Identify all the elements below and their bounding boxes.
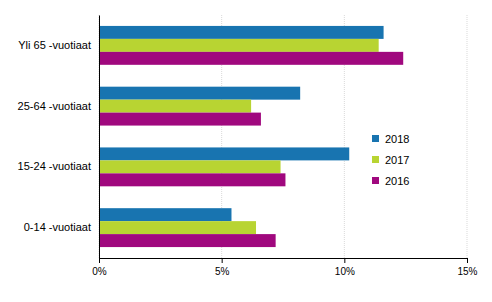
legend-swatch bbox=[372, 135, 379, 142]
legend-label: 2016 bbox=[385, 175, 409, 187]
grid-line bbox=[467, 15, 468, 258]
bar bbox=[99, 100, 251, 113]
bar bbox=[99, 87, 300, 100]
tick: 0% bbox=[92, 258, 107, 277]
tick-label: 25-64 -vuotiaat bbox=[18, 100, 91, 112]
legend: 2018 2017 2016 bbox=[372, 133, 409, 187]
tick: Yli 65 -vuotiaat bbox=[18, 39, 99, 51]
legend-swatch bbox=[372, 156, 379, 163]
tick: 25-64 -vuotiaat bbox=[18, 100, 99, 112]
chart: 0% 5% 10% 15% Yli 65 -vuotiaat 25-64 -vuotiaa… bbox=[0, 0, 492, 302]
legend-swatch bbox=[372, 177, 379, 184]
bars bbox=[99, 26, 403, 247]
tick-label: Yli 65 -vuotiaat bbox=[18, 39, 91, 51]
bar bbox=[99, 26, 384, 39]
tick: 15% bbox=[457, 258, 477, 277]
bar bbox=[99, 208, 231, 221]
tick-label: 15-24 -vuotiaat bbox=[18, 160, 91, 172]
axis-line bbox=[99, 16, 100, 259]
tick-label: 0-14 -vuotiaat bbox=[24, 221, 91, 233]
plot: 0% 5% 10% 15% Yli 65 -vuotiaat 25-64 -vuotiaa… bbox=[18, 15, 478, 277]
bar bbox=[99, 113, 261, 126]
tick-mark bbox=[99, 258, 100, 263]
x-axis: 0% 5% 10% 15% bbox=[92, 258, 477, 277]
legend-item: 2017 bbox=[372, 154, 409, 166]
bar bbox=[99, 160, 281, 173]
legend-label: 2018 bbox=[385, 133, 409, 145]
tick-label: 10% bbox=[335, 266, 355, 277]
tick: 15-24 -vuotiaat bbox=[18, 160, 99, 172]
tick: 10% bbox=[335, 258, 355, 277]
bar bbox=[99, 39, 379, 52]
tick: 0-14 -vuotiaat bbox=[24, 221, 99, 233]
tick-label: 5% bbox=[215, 266, 230, 277]
bar bbox=[99, 173, 285, 186]
legend-item: 2016 bbox=[372, 175, 409, 187]
bar bbox=[99, 147, 349, 160]
tick-mark bbox=[344, 258, 345, 263]
grid-line bbox=[99, 15, 100, 258]
bar bbox=[99, 234, 276, 247]
legend-item: 2018 bbox=[372, 133, 409, 145]
tick-mark bbox=[467, 258, 468, 263]
tick-mark bbox=[222, 258, 223, 263]
tick-label: 0% bbox=[92, 266, 107, 277]
y-axis: Yli 65 -vuotiaat 25-64 -vuotiaat 15-24 -vu… bbox=[18, 16, 100, 259]
axis-line bbox=[100, 259, 468, 264]
tick-label: 15% bbox=[457, 266, 477, 277]
tick: 5% bbox=[215, 258, 230, 277]
bar bbox=[99, 221, 256, 234]
legend-label: 2017 bbox=[385, 154, 409, 166]
bar bbox=[99, 52, 403, 65]
grid bbox=[99, 15, 467, 258]
